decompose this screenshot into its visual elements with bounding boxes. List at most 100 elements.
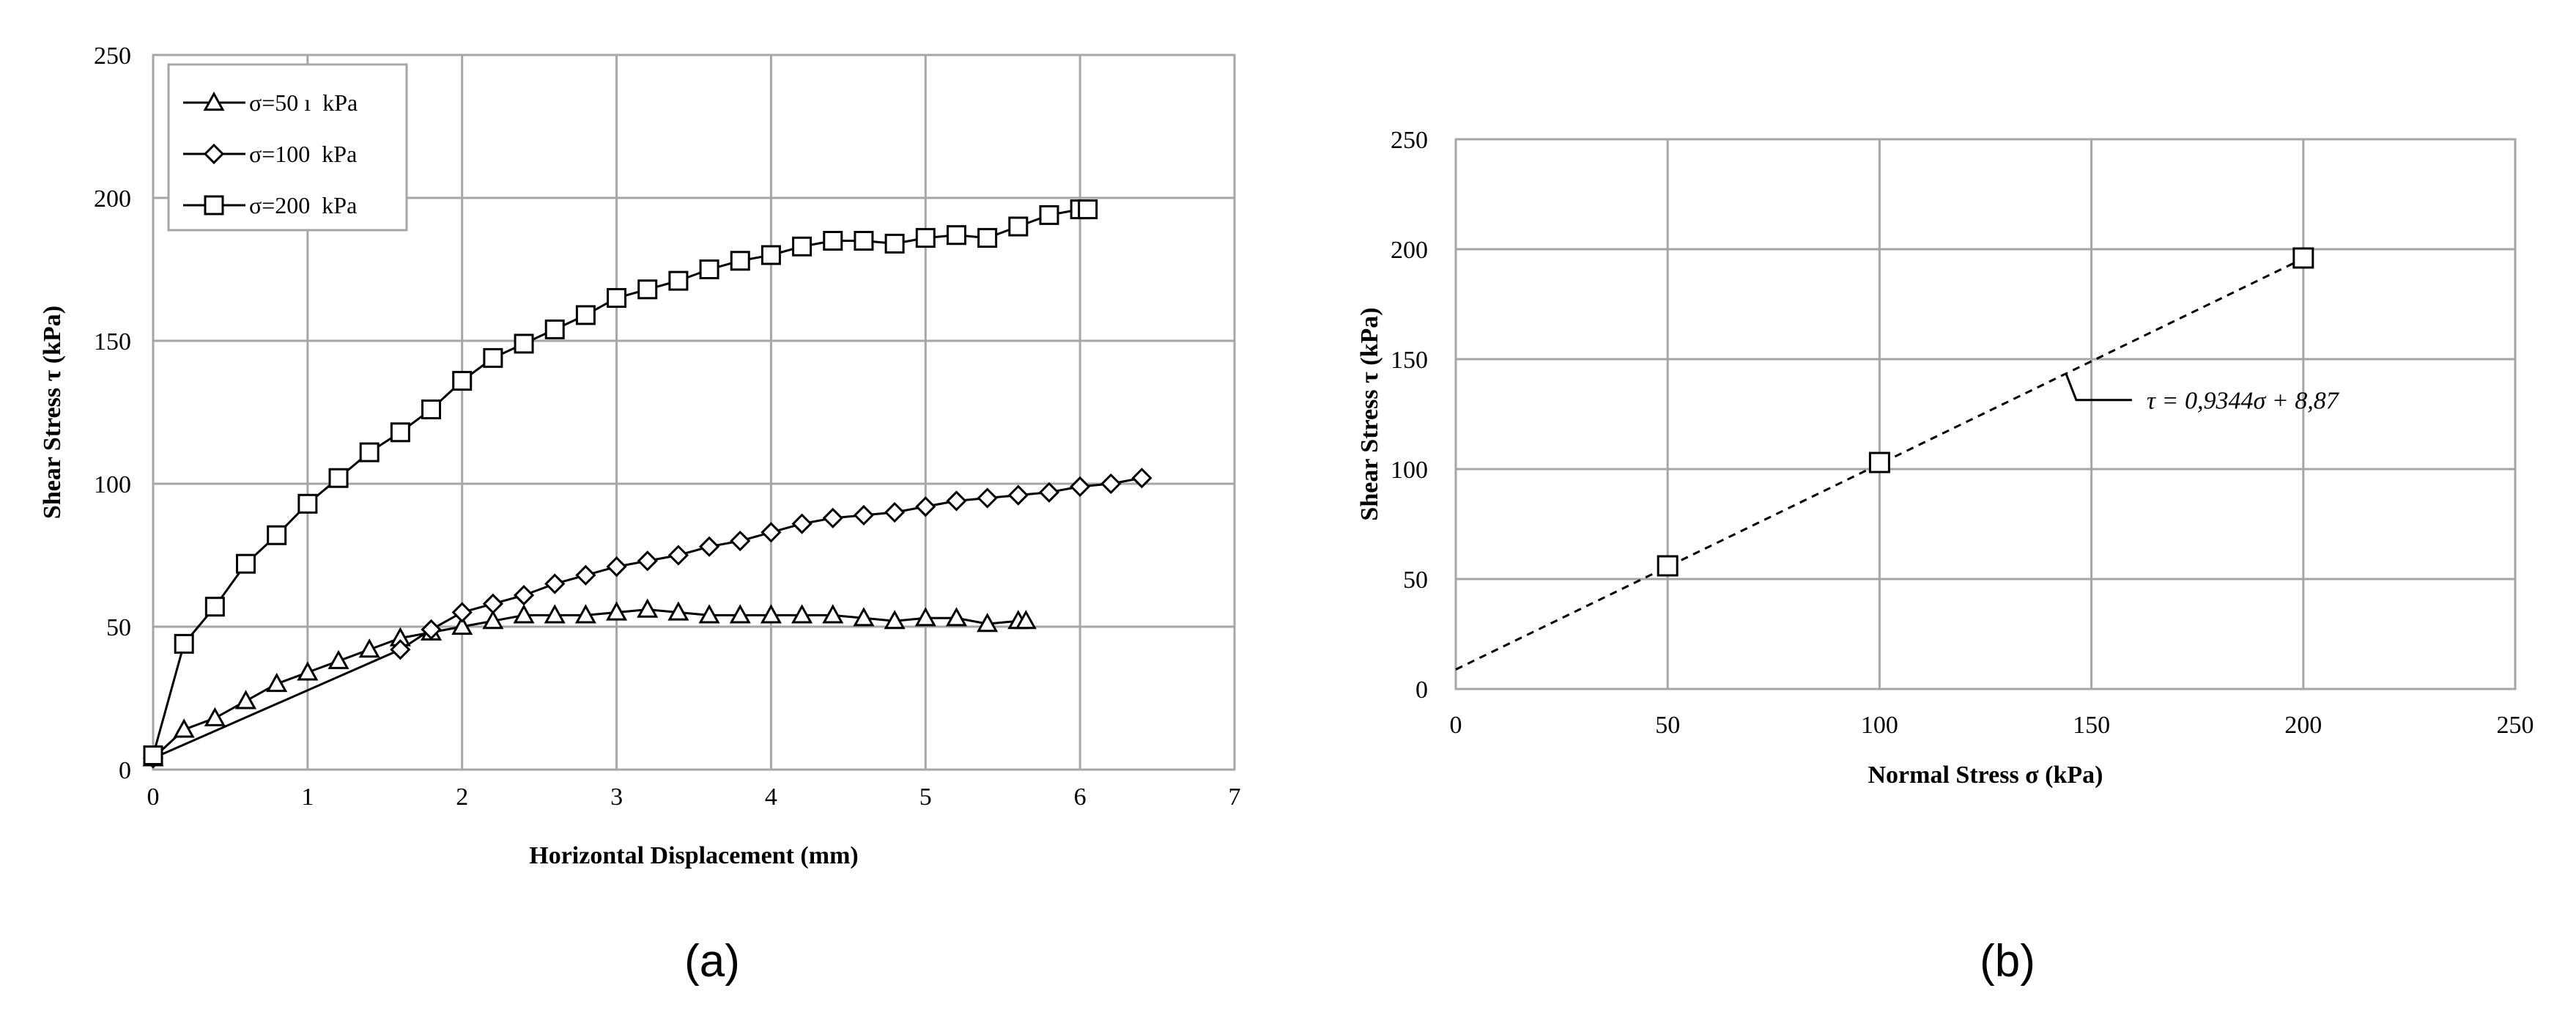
panel-a-y-axis-title: Shear Stress τ (kPa)	[39, 306, 66, 519]
series-diamond	[142, 468, 1152, 769]
data-point-square	[328, 468, 349, 488]
y-tick-label: 50	[106, 614, 131, 641]
data-point-diamond	[606, 556, 627, 578]
data-point-square	[884, 233, 905, 254]
data-point-triangle	[544, 604, 566, 624]
data-point-square	[1078, 199, 1098, 220]
data-point-square	[204, 597, 225, 617]
data-point-diamond	[977, 487, 998, 509]
legend-item: σ=50 ı kPa	[183, 89, 358, 116]
data-point-square	[1657, 555, 1679, 577]
data-point-square	[1868, 452, 1890, 473]
data-point-square	[1039, 204, 1059, 225]
legend-label: σ=200 kPa	[249, 192, 357, 218]
x-tick-label: 5	[919, 784, 932, 811]
trend-line	[1455, 257, 2304, 671]
data-point-triangle	[574, 604, 596, 624]
panel-b-tick-labels: 0 50 100 150 200 250 0 50 100 150 200 250	[1391, 127, 2534, 739]
data-point-square	[483, 347, 503, 368]
data-point-diamond	[884, 501, 906, 523]
data-point-square	[2292, 247, 2314, 269]
y-tick-label: 0	[1415, 677, 1428, 704]
panel-a-label: (a)	[684, 936, 740, 987]
data-point-square	[668, 270, 689, 291]
data-point-diamond	[1100, 473, 1122, 495]
data-point-triangle	[204, 707, 226, 726]
data-point-diamond	[544, 573, 566, 594]
data-point-triangle	[822, 604, 844, 624]
data-point-diamond	[575, 564, 596, 586]
series-line	[152, 608, 1026, 759]
data-point-diamond	[390, 639, 411, 660]
data-point-triangle	[173, 718, 195, 738]
panel-b-fit-line	[1455, 257, 2304, 671]
data-point-diamond	[482, 593, 504, 614]
legend-item: σ=200 kPa	[183, 192, 357, 218]
panel-b-series	[1657, 247, 2314, 577]
data-point-triangle	[667, 601, 689, 621]
data-point-diamond	[1038, 482, 1060, 503]
data-point-square	[421, 399, 442, 420]
data-point-square	[1008, 216, 1029, 237]
data-point-square	[174, 633, 194, 654]
y-tick-label: 150	[94, 328, 131, 355]
data-point-diamond	[637, 550, 658, 572]
data-point-diamond	[513, 584, 535, 606]
data-point-diamond	[822, 507, 843, 528]
plot-area-border	[152, 54, 1236, 771]
data-point-triangle	[482, 610, 504, 630]
data-point-diamond	[421, 619, 442, 641]
data-point-triangle	[884, 610, 906, 630]
data-point-square	[637, 279, 658, 300]
data-point-diamond	[451, 602, 473, 623]
panel-a-x-axis-title: Horizontal Displacement (mm)	[529, 842, 858, 869]
data-point-square	[143, 745, 163, 765]
data-point-square	[946, 225, 966, 246]
data-point-square	[760, 245, 781, 265]
data-point-square	[915, 228, 936, 248]
data-point-square	[390, 422, 410, 443]
data-point-diamond	[730, 530, 751, 552]
data-point-triangle	[791, 604, 813, 624]
data-point-square	[607, 288, 627, 308]
data-point-square	[730, 251, 750, 271]
x-tick-label: 0	[1450, 712, 1462, 739]
x-tick-label: 250	[2497, 712, 2534, 739]
data-point-triangle	[945, 607, 968, 627]
data-point-diamond	[915, 496, 936, 517]
data-point-diamond	[946, 490, 967, 512]
series-line	[152, 476, 1142, 759]
data-point-square	[297, 493, 318, 514]
data-point-diamond	[667, 545, 689, 566]
panel-a-tick-labels: 0 1 2 3 4 5 6 7 0 50 100 150 200 250	[94, 43, 1241, 811]
y-tick-label: 0	[119, 757, 131, 784]
annotation-leader-line	[2065, 373, 2132, 402]
y-tick-label: 250	[1391, 127, 1428, 154]
data-point-triangle	[760, 604, 782, 624]
series-triangle	[142, 598, 1037, 767]
data-point-triangle	[637, 598, 659, 618]
legend-label: σ=100 kPa	[249, 141, 357, 167]
panel-b-grid	[1454, 138, 2517, 690]
data-point-triangle	[853, 607, 875, 627]
data-point-diamond	[1131, 468, 1152, 489]
data-point-diamond	[791, 513, 813, 534]
data-point-square	[267, 525, 287, 545]
data-point-triangle	[698, 604, 720, 624]
legend-label: σ=50 ı kPa	[249, 89, 358, 116]
y-tick-label: 250	[94, 43, 131, 70]
panel-b-label: (b)	[1980, 936, 2035, 987]
x-tick-label: 200	[2284, 712, 2322, 739]
data-point-triangle	[1015, 610, 1037, 630]
fit-equation-label: τ = 0,9344σ + 8,87	[2147, 388, 2340, 415]
panel-a-chart: 0 1 2 3 4 5 6 7 0 50 100 150 200 250 Horizontal Displ…	[39, 43, 1241, 869]
panel-b-x-axis-title: Normal Stress σ (kPa)	[1868, 762, 2103, 789]
data-point-square	[452, 371, 473, 391]
data-point-triangle	[606, 601, 628, 621]
x-tick-label: 150	[2073, 712, 2110, 739]
data-point-square	[544, 319, 565, 339]
panel-a-legend: σ=50 ı kPa σ=100 kPa σ=200 kPa	[167, 63, 408, 232]
y-tick-label: 100	[1391, 457, 1428, 484]
data-point-triangle	[914, 607, 936, 627]
